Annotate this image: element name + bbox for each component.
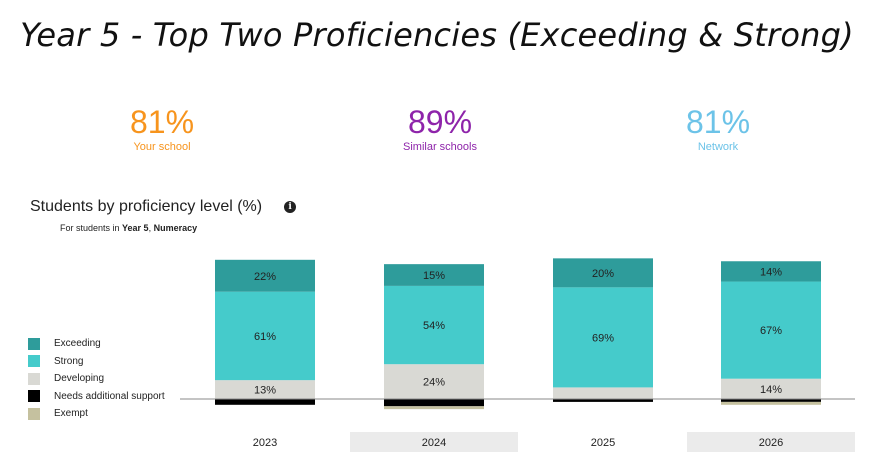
category-band bbox=[350, 432, 518, 452]
data-label: 69% bbox=[592, 332, 614, 344]
legend-swatch bbox=[28, 337, 40, 350]
data-label: 13% bbox=[254, 385, 276, 397]
data-label: 22% bbox=[254, 271, 276, 283]
legend-item: Exceeding bbox=[28, 335, 165, 353]
stat-value: 89% bbox=[407, 104, 473, 140]
bar-segment bbox=[384, 364, 484, 399]
bar-segment bbox=[215, 259, 315, 292]
stat-your-school: 81% Your school bbox=[62, 104, 262, 154]
legend-item: Needs additional support bbox=[28, 388, 165, 406]
subnote-year: Year 5 bbox=[122, 223, 149, 233]
data-label: 15% bbox=[423, 270, 445, 282]
bar-segment bbox=[553, 287, 653, 388]
category-label: 2023 bbox=[253, 437, 277, 449]
bar-segment bbox=[384, 399, 484, 407]
legend-swatch bbox=[28, 355, 40, 368]
bar-segment bbox=[553, 258, 653, 288]
chart-heading: Students by proficiency level (%) i bbox=[30, 198, 297, 216]
category-label: 2025 bbox=[591, 437, 615, 449]
legend-item: Developing bbox=[28, 370, 165, 388]
bar-segment bbox=[721, 261, 821, 282]
bar-segment bbox=[215, 399, 315, 405]
category-band bbox=[687, 432, 855, 452]
data-label: 61% bbox=[254, 331, 276, 343]
category-label: 2026 bbox=[759, 437, 783, 449]
stat-label: Network bbox=[697, 141, 739, 153]
bar-segment bbox=[721, 378, 821, 399]
data-label: 54% bbox=[423, 320, 445, 332]
legend-swatch bbox=[28, 372, 40, 385]
legend-label: Needs additional support bbox=[54, 390, 165, 402]
data-label: 20% bbox=[592, 268, 614, 280]
legend-item: Strong bbox=[28, 353, 165, 371]
stat-value: 81% bbox=[685, 104, 751, 140]
legend-swatch bbox=[28, 407, 40, 420]
chart-subnote: For students in Year 5, Numeracy bbox=[60, 223, 197, 233]
data-label: 67% bbox=[760, 325, 782, 337]
bar-segment bbox=[553, 387, 653, 399]
bar-segment bbox=[721, 401, 821, 405]
chart-heading-text: Students by proficiency level (%) bbox=[30, 198, 263, 215]
legend-swatch bbox=[28, 390, 40, 403]
bar-segment bbox=[384, 264, 484, 286]
chart-legend: Exceeding Strong Developing Needs additiona… bbox=[28, 335, 165, 423]
stat-label: Your school bbox=[133, 141, 191, 153]
legend-label: Strong bbox=[54, 355, 84, 367]
data-label: 24% bbox=[423, 377, 445, 389]
stat-similar-schools: 89% Similar schools bbox=[340, 104, 540, 154]
data-label: 14% bbox=[760, 384, 782, 396]
legend-label: Developing bbox=[54, 373, 105, 385]
bar-segment bbox=[553, 399, 653, 402]
stat-value: 81% bbox=[129, 104, 195, 140]
bar-segment bbox=[215, 380, 315, 399]
bar-segment bbox=[721, 281, 821, 379]
subnote-prefix: For students in bbox=[60, 223, 123, 233]
info-icon[interactable]: i bbox=[284, 201, 297, 213]
bar-segment bbox=[384, 285, 484, 365]
legend-item: Exempt bbox=[28, 405, 165, 423]
legend-label: Exempt bbox=[54, 408, 88, 420]
stat-network: 81% Network bbox=[618, 104, 818, 154]
category-label: 2024 bbox=[422, 437, 446, 449]
bar-segment bbox=[215, 291, 315, 381]
slide-title: Year 5 - Top Two Proficiencies (Exceedin… bbox=[20, 16, 854, 54]
bar-segment bbox=[721, 399, 821, 402]
legend-label: Exceeding bbox=[54, 338, 101, 350]
subnote-domain: Numeracy bbox=[153, 223, 198, 233]
data-label: 14% bbox=[760, 266, 782, 278]
stat-label: Similar schools bbox=[403, 141, 477, 153]
subnote-sep: , bbox=[148, 223, 154, 233]
bar-segment bbox=[384, 406, 484, 410]
